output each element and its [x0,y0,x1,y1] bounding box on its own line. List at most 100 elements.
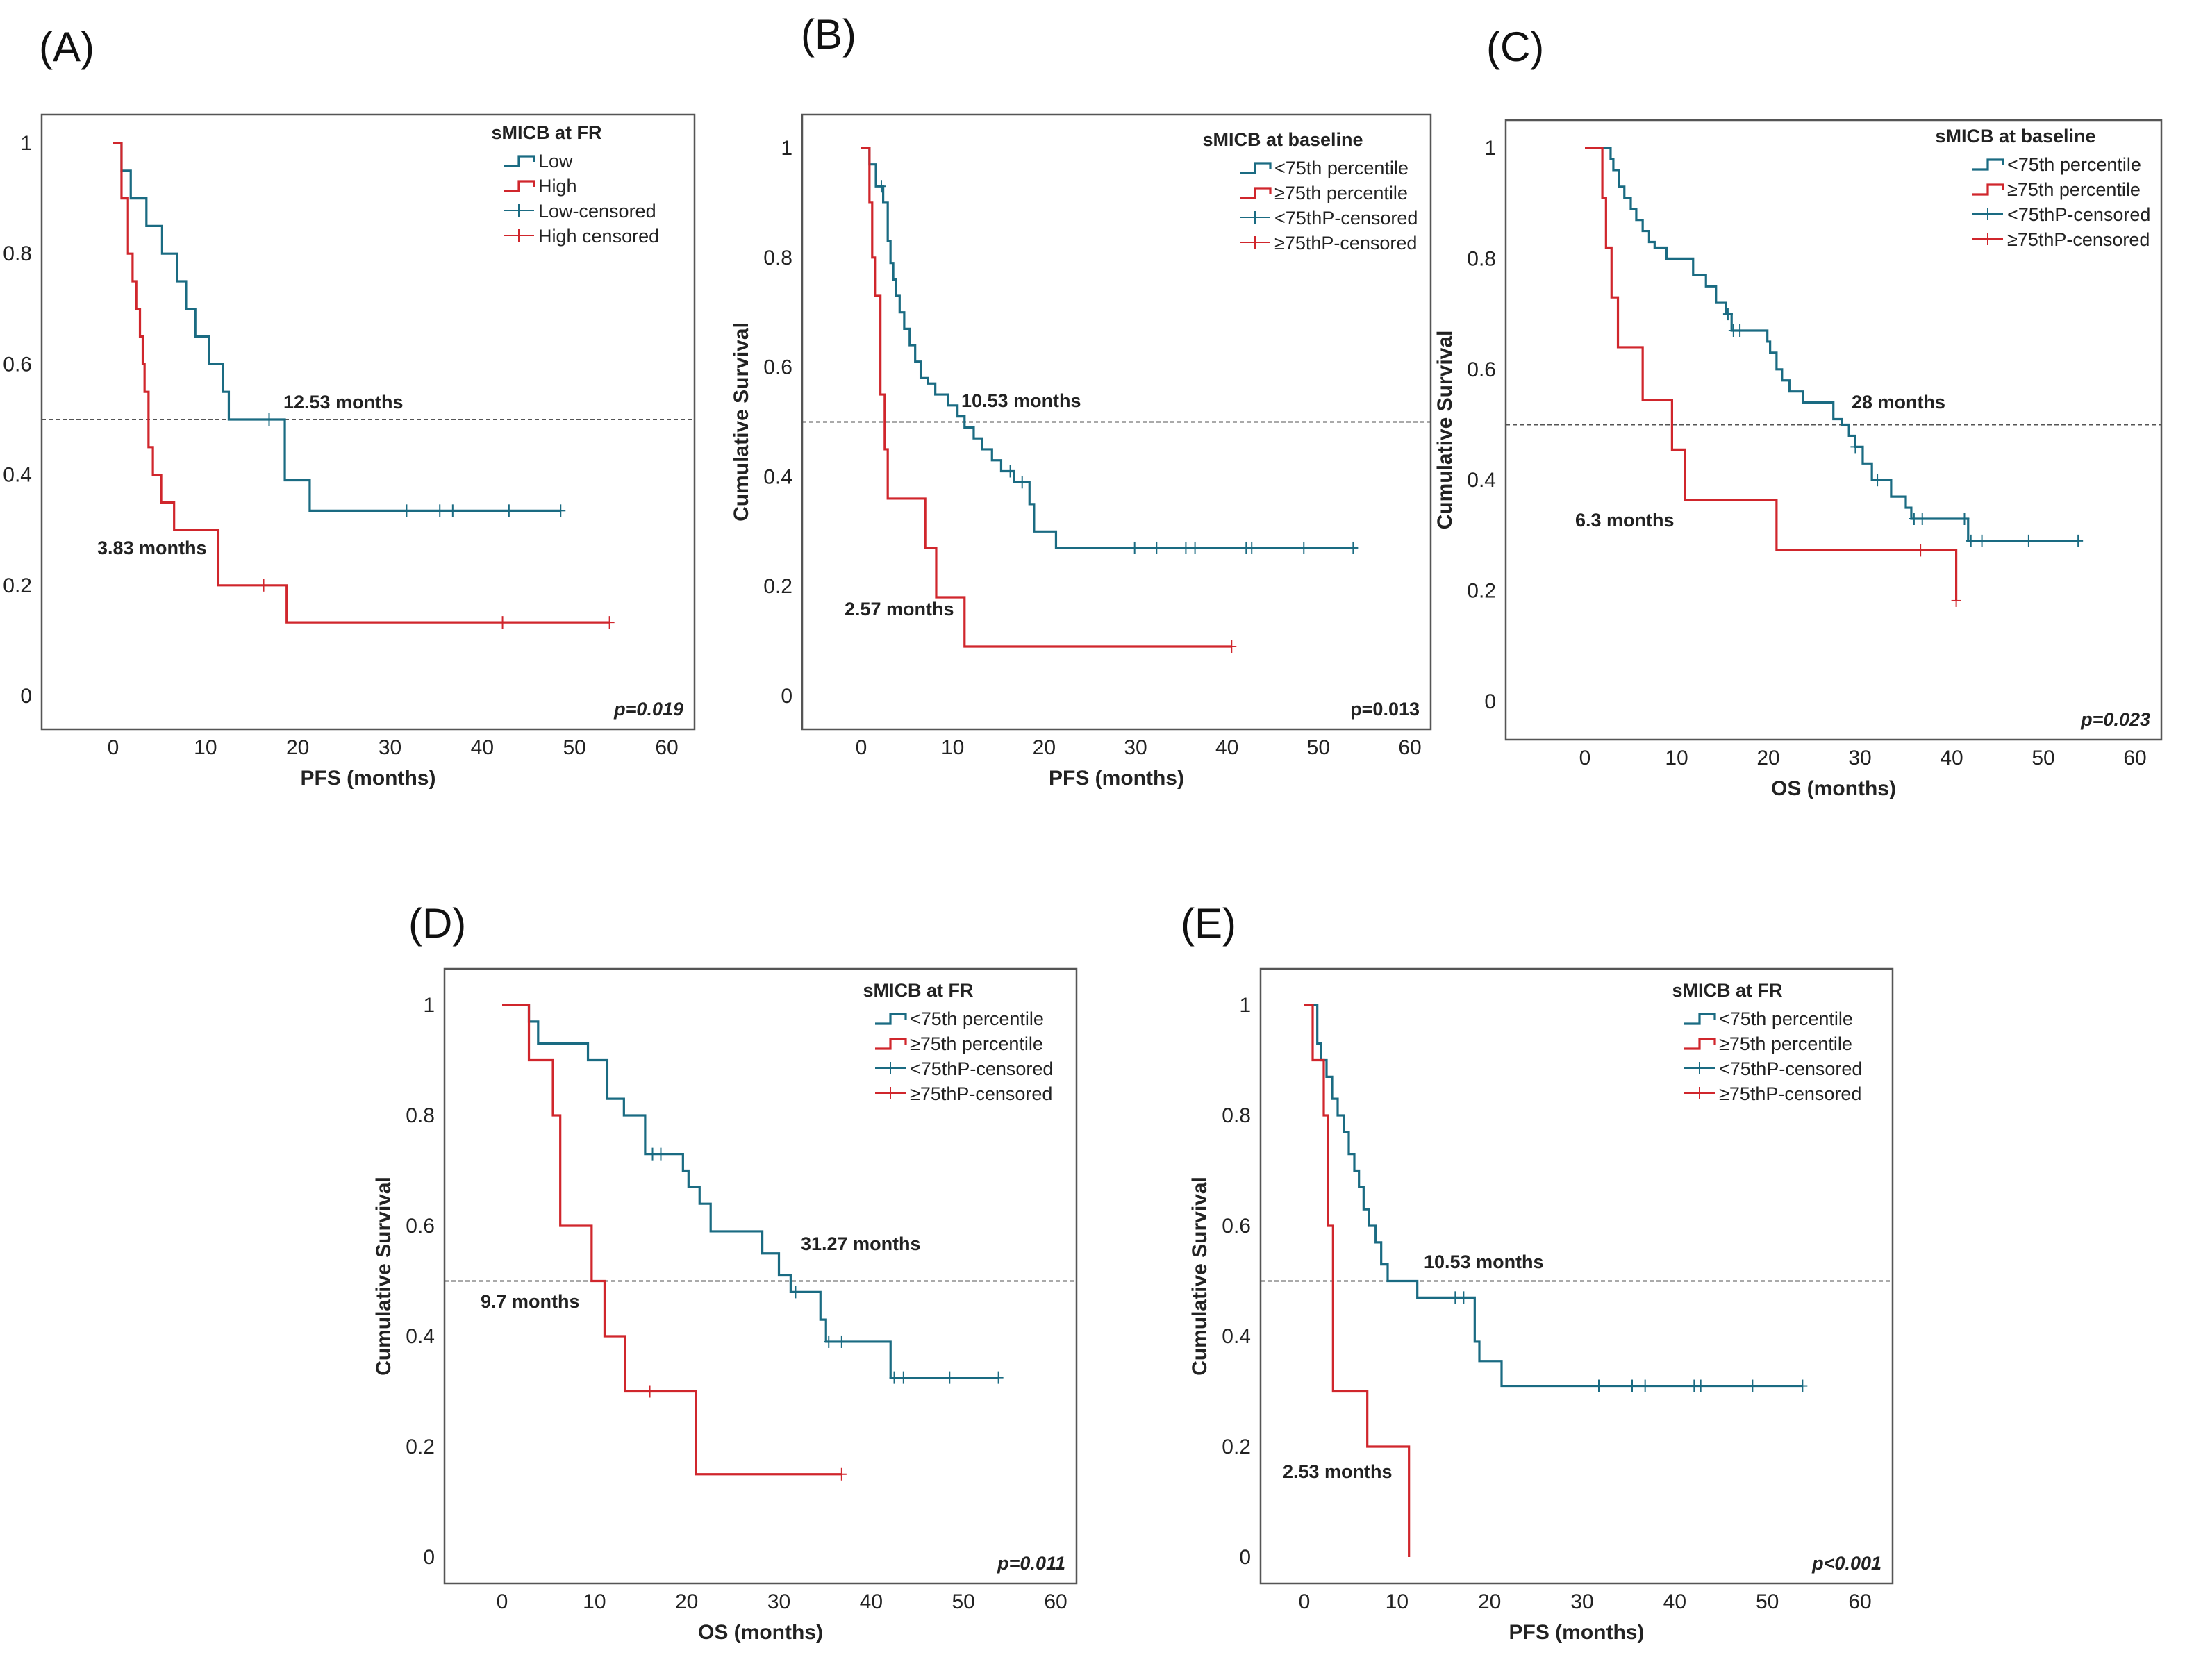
x-tick-label: 40 [1663,1590,1686,1613]
legend: sMICB at FR <75th percentile ≥75th percent… [1672,980,1862,1104]
legend-label: Low [538,151,573,172]
legend-label: High [538,176,577,197]
panel-letter: (B) [801,11,856,58]
x-tick-label: 40 [1940,747,1963,770]
legend-label: <75thP-censored [1719,1058,1862,1079]
survival-curve-high [113,142,610,624]
legend-swatch [1972,183,2004,196]
y-tick-label: 0 [781,685,792,708]
y-tick-label: 0.6 [1222,1215,1251,1238]
x-axis-label: PFS (months) [1049,767,1184,790]
survival-curve-low [502,1004,999,1379]
y-tick-label: 0.4 [3,464,32,487]
plot-frame [443,967,1078,1585]
x-tick-label: 10 [1386,1590,1409,1613]
y-tick-label: 0.2 [763,575,792,598]
panel-letter: (C) [1486,24,1544,70]
x-tick-label: 0 [1579,747,1591,770]
x-tick-label: 50 [952,1590,974,1613]
x-tick-label: 50 [1756,1590,1779,1613]
x-tick-label: 30 [767,1590,790,1613]
legend-label: <75th percentile [2007,154,2141,175]
legend-swatch [1240,187,1272,199]
y-tick-label: 1 [1239,994,1251,1017]
legend: sMICB at baseline <75th percentile ≥75th p… [1935,126,2150,250]
p-value: p<0.001 [1811,1553,1881,1574]
legend: sMICB at FR <75th percentile ≥75th percent… [863,980,1053,1104]
x-tick-label: 20 [675,1590,698,1613]
x-tick-label: 20 [1033,736,1056,759]
legend-swatch [504,155,535,167]
median-label: 9.7 months [481,1291,580,1312]
y-axis-label: Cumulative Survival [730,322,753,522]
x-tick-label: 0 [1299,1590,1311,1613]
survival-curve-low [113,142,561,512]
median-label: 10.53 months [1424,1251,1544,1272]
panel-letter: (D) [408,900,466,947]
median-label: 3.83 months [97,538,207,558]
x-tick-label: 30 [1848,747,1871,770]
legend-label: <75th percentile [910,1008,1044,1029]
y-tick-label: 0.2 [1467,580,1496,603]
legend-label: ≥75th percentile [910,1033,1043,1054]
x-tick-label: 20 [1478,1590,1501,1613]
legend-label: ≥75th percentile [1274,183,1408,203]
survival-curve-high [861,147,1232,648]
legend-label: <75thP-censored [2007,204,2150,225]
y-tick-label: 1 [423,994,435,1017]
y-axis-label: Cumulative Survival [1434,331,1456,530]
y-axis-label: Cumulative Survival [372,1176,395,1376]
y-tick-label: 0 [1484,690,1496,713]
median-label: 31.27 months [801,1233,921,1254]
x-tick-label: 60 [1044,1590,1067,1613]
x-axis-label: PFS (months) [1509,1621,1645,1644]
y-tick-label: 0.6 [1467,358,1496,381]
x-tick-label: 60 [2123,747,2146,770]
legend-swatch [1972,158,2004,171]
x-tick-label: 30 [1570,1590,1593,1613]
y-tick-label: 0.8 [406,1104,435,1127]
x-tick-label: 10 [941,736,964,759]
legend-title: sMICB at baseline [1935,126,2095,147]
legend-swatch [504,180,535,192]
p-value: p=0.013 [1350,699,1420,720]
y-tick-label: 1 [781,137,792,160]
y-tick-label: 0 [1239,1546,1251,1569]
x-tick-label: 0 [108,736,119,759]
x-tick-label: 40 [1215,736,1238,759]
y-tick-label: 0.6 [3,353,32,376]
legend-swatch [875,1013,907,1025]
legend-label: <75th percentile [1719,1008,1853,1029]
panel-letter: (E) [1181,900,1236,947]
survival-curve-low [1585,147,2079,542]
legend-label: <75thP-censored [1274,208,1418,228]
x-tick-label: 0 [856,736,867,759]
chart-panel-a: (A) 0 10 20 30 40 50 60 0 0.2 0.4 0.6 0.8 1 PFS (month… [3,24,696,790]
y-tick-label: 0 [20,685,32,708]
y-tick-label: 0.8 [1222,1104,1251,1127]
x-tick-label: 0 [497,1590,508,1613]
y-tick-label: 0.6 [763,356,792,379]
x-tick-label: 40 [471,736,494,759]
y-tick-label: 0.4 [763,465,792,488]
legend-swatch [1684,1013,1716,1025]
y-tick-label: 0.4 [1222,1325,1251,1348]
chart-panel-b: (B) 0 10 20 30 40 50 60 0 0.2 0.4 0.6 0.8 1 PFS (month… [730,11,1432,790]
x-tick-label: 60 [655,736,678,759]
x-tick-label: 40 [860,1590,883,1613]
legend: sMICB at FR Low High Low-censored High censo… [491,122,659,247]
p-value: p=0.011 [997,1553,1065,1574]
y-tick-label: 0.6 [406,1215,435,1238]
x-axis-label: PFS (months) [301,767,436,790]
y-tick-label: 0.2 [3,574,32,597]
y-tick-label: 0.8 [763,247,792,269]
plot-frame [1504,119,2163,741]
x-axis-label: OS (months) [1771,777,1896,800]
legend-title: sMICB at baseline [1202,129,1363,150]
x-tick-label: 50 [1307,736,1330,759]
legend-label: ≥75th percentile [2007,179,2141,200]
median-label: 12.53 months [283,392,404,413]
x-tick-label: 10 [1665,747,1688,770]
x-tick-label: 50 [563,736,585,759]
